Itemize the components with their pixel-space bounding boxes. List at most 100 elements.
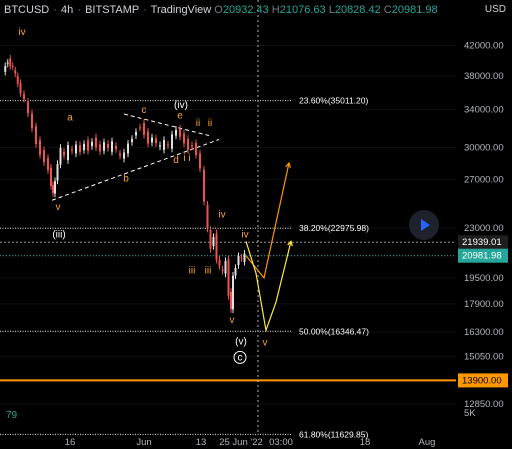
wave-label: iv [241, 229, 248, 240]
candle-body [59, 147, 62, 165]
candle-body [79, 145, 81, 152]
candle-body [54, 181, 56, 194]
y-tick-label: 16300.00 [464, 327, 504, 338]
candle-body [75, 144, 77, 154]
wave-label: i i [183, 153, 190, 164]
trendline [123, 113, 210, 137]
wave-label: iii [205, 265, 212, 276]
wave-label: iv [18, 27, 25, 38]
fib-label: 50.00%(16346.47) [299, 326, 369, 336]
candle-body [135, 131, 137, 136]
wave-label: b [123, 174, 129, 185]
volume-axis-label: 5K [464, 408, 476, 419]
candle-body [230, 291, 232, 310]
wave-label: c [238, 352, 243, 363]
grid-layer [0, 45, 456, 405]
candle-body [123, 152, 125, 159]
replay-play-button[interactable] [409, 210, 439, 240]
candle-body [52, 185, 54, 193]
candle-body [187, 139, 189, 150]
support-price-tag [458, 373, 508, 388]
y-tick-label: 38000.00 [464, 71, 504, 82]
x-tick-label: Aug [419, 437, 436, 448]
candle-body [103, 142, 105, 151]
y-tick-label: 42000.00 [464, 41, 504, 52]
candle-body [6, 62, 9, 64]
y-tick-label: 23000.00 [464, 223, 504, 234]
candle-body [151, 137, 153, 143]
candle-body [95, 137, 97, 148]
candle-body [218, 259, 221, 266]
candle-body [159, 145, 161, 147]
candle-body [39, 140, 41, 155]
wave-label: (iii) [52, 229, 65, 240]
wave-label: a [67, 112, 73, 123]
candle-body [83, 143, 85, 151]
symbol-label[interactable]: BTCUSD [4, 4, 50, 16]
close-value: 20981.98 [391, 4, 438, 16]
candle-body [131, 138, 133, 143]
candle-body [56, 163, 59, 181]
candle-body [111, 141, 113, 152]
candle-body [175, 129, 177, 136]
wave-label: (v) [235, 336, 247, 347]
candle-body [240, 257, 243, 259]
open-value: 20932.43 [222, 4, 269, 16]
current-price-tag [458, 248, 508, 263]
candle-body [179, 128, 181, 137]
candle-body [171, 134, 173, 149]
y-tick-label: 19500.00 [464, 273, 504, 284]
wave-label: ii [208, 118, 212, 129]
candle-body [27, 101, 29, 114]
support-price-label: 13900.00 [462, 375, 502, 386]
candle-body [87, 140, 89, 151]
candle-body [227, 259, 230, 296]
candle-body [215, 233, 218, 260]
candle-body [19, 83, 22, 94]
x-tick-label: 18 [360, 437, 371, 448]
trendlines-layer [51, 113, 220, 201]
y-tick-label: 12850.00 [464, 399, 504, 410]
wave-label: v [56, 202, 61, 213]
candle-body [139, 127, 141, 129]
candle-body [224, 260, 227, 274]
y-tick-label: 27000.00 [464, 174, 504, 185]
high-value: 21076.63 [279, 4, 326, 16]
wave-circle [233, 350, 247, 364]
candle-body [47, 157, 49, 171]
candle-body [127, 143, 129, 154]
play-icon [421, 219, 430, 231]
wave-label: ii [196, 118, 200, 129]
candle-body [183, 133, 185, 144]
low-key: L [328, 4, 335, 16]
projections-layer [245, 161, 293, 333]
candle-body [71, 149, 73, 151]
alt-price-tag [458, 235, 508, 250]
low-value: 20828.42 [334, 4, 381, 16]
fib-label: 61.80%(11629.85) [299, 429, 368, 439]
wave-label: v [263, 337, 268, 348]
current-price-label: 20981.98 [462, 251, 502, 262]
candle-body [221, 269, 224, 271]
y-tick-label: 30000.00 [464, 142, 504, 153]
candle-body [191, 145, 193, 147]
currency-label: USD [484, 4, 506, 15]
projection-arrowhead [287, 240, 293, 247]
candle-body [167, 144, 169, 146]
candle-body [4, 66, 7, 72]
candle-body [14, 70, 17, 74]
source-label: TradingView [150, 4, 212, 16]
projection-path [245, 162, 290, 280]
interval-label[interactable]: 4h [61, 4, 74, 16]
candle-body [23, 93, 25, 99]
candles-layer [4, 54, 246, 314]
y-tick-label: 17900.00 [464, 299, 504, 310]
wave-label: v [230, 315, 235, 326]
price-axis-layer: 42000.00 38000.00 34000.00 30000.00 27000.00… [458, 41, 508, 419]
x-tick-label: 25 Jun '22 [219, 437, 263, 448]
candle-body [212, 236, 215, 246]
candle-body [243, 253, 246, 262]
candle-body [199, 153, 201, 169]
horizontal-lines-layer [0, 0, 456, 435]
